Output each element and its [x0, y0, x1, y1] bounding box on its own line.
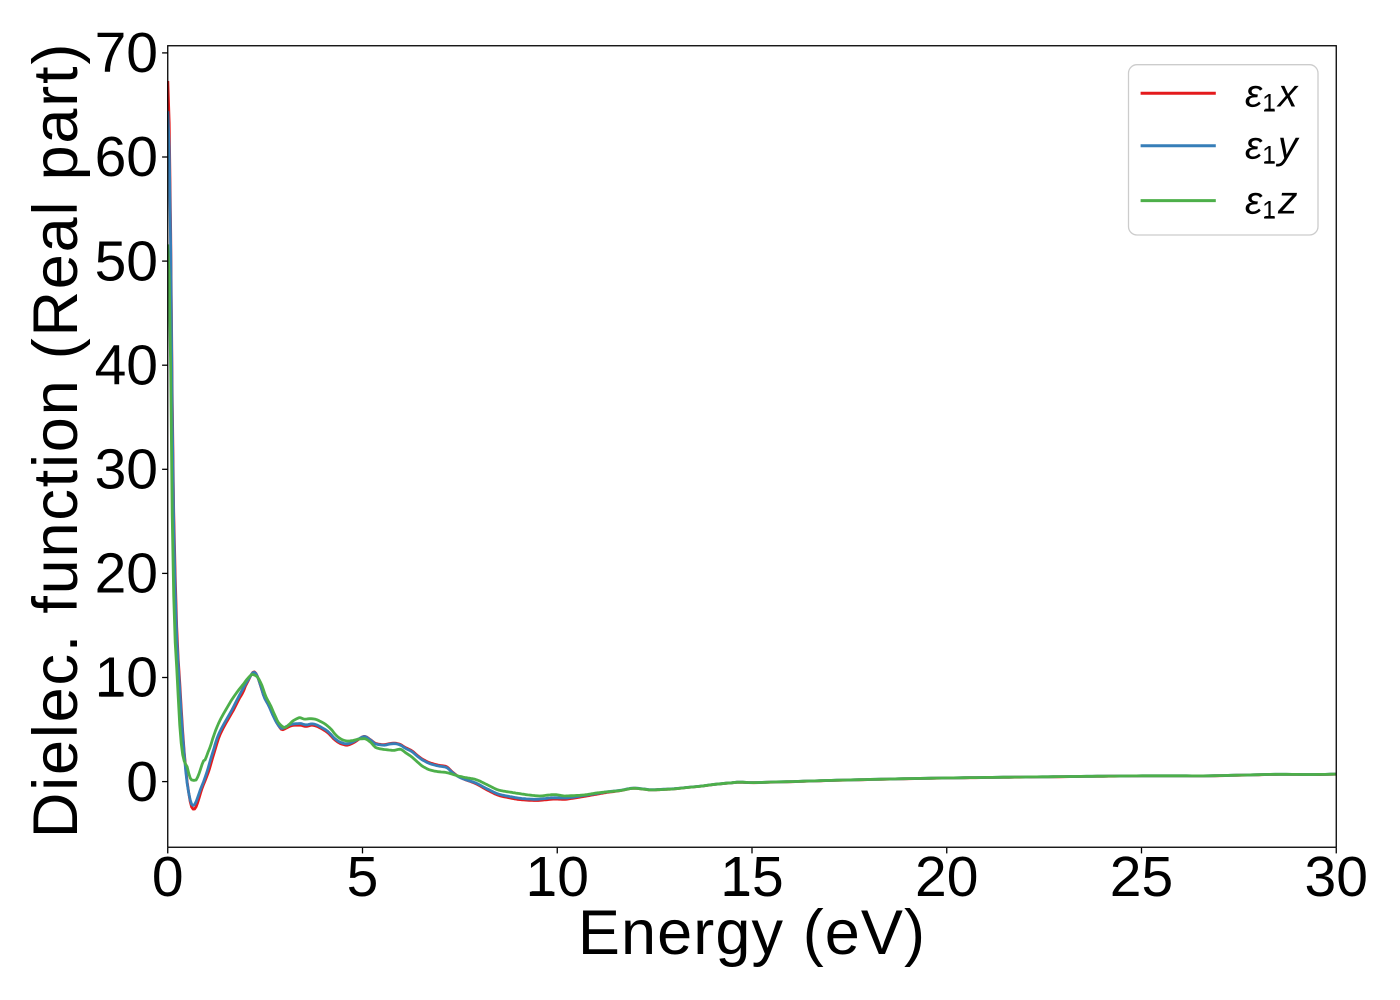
svg-text:ε1y: ε1y	[1245, 125, 1300, 170]
svg-text:0: 0	[152, 845, 184, 909]
svg-text:40: 40	[95, 333, 158, 397]
svg-text:30: 30	[1305, 845, 1368, 909]
svg-text:30: 30	[95, 438, 158, 502]
svg-text:20: 20	[95, 542, 158, 606]
svg-text:5: 5	[347, 845, 379, 909]
svg-text:70: 70	[95, 21, 158, 85]
svg-text:Energy (eV): Energy (eV)	[578, 898, 926, 968]
svg-text:25: 25	[1110, 845, 1173, 909]
svg-text:15: 15	[720, 845, 783, 909]
svg-text:60: 60	[95, 125, 158, 189]
svg-text:10: 10	[526, 845, 589, 909]
svg-text:Dielec. function (Real part): Dielec. function (Real part)	[21, 42, 91, 838]
svg-text:50: 50	[95, 229, 158, 293]
svg-text:20: 20	[915, 845, 978, 909]
svg-text:0: 0	[126, 750, 158, 814]
svg-text:10: 10	[95, 646, 158, 710]
